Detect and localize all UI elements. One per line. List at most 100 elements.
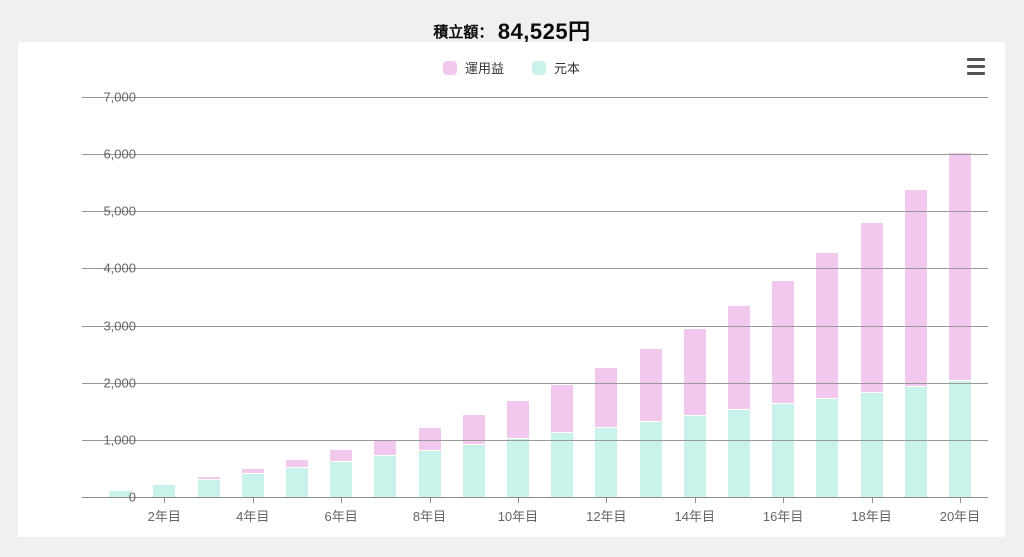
y-axis-label: 2,000 — [103, 375, 136, 391]
x-axis-tick — [341, 497, 343, 503]
bar-segment-gains — [727, 305, 750, 411]
stacked-bar[interactable] — [506, 400, 529, 497]
x-axis-line — [82, 497, 988, 498]
legend-item-gains[interactable]: 運用益 — [442, 58, 504, 77]
stacked-bar[interactable] — [109, 490, 132, 497]
bar-segment-principal — [948, 381, 971, 497]
stacked-bar[interactable] — [241, 468, 264, 497]
stacked-bar[interactable] — [153, 484, 176, 497]
bar-segment-gains — [374, 439, 397, 457]
stacked-bar[interactable] — [285, 460, 308, 497]
gridline — [82, 325, 988, 327]
bar-segment-principal — [683, 415, 706, 497]
hamburger-menu-icon[interactable] — [967, 58, 987, 75]
stacked-bar[interactable] — [418, 428, 441, 497]
y-axis-label: 3,000 — [103, 318, 136, 334]
bar-column: 20年目 — [938, 97, 982, 524]
bar-column: 4年目 — [231, 97, 275, 524]
x-axis-tick — [164, 497, 166, 503]
x-axis-label: 18年目 — [851, 509, 892, 524]
legend-item-principal[interactable]: 元本 — [532, 58, 580, 77]
bar-segment-principal — [595, 427, 618, 497]
bar-segment-principal — [330, 462, 353, 497]
bar-segment-principal — [374, 456, 397, 497]
bar-segment-gains — [197, 477, 220, 480]
stacked-bar[interactable] — [374, 439, 397, 497]
bar-column — [186, 97, 230, 497]
x-axis-label: 6年目 — [324, 509, 358, 524]
gridline — [82, 211, 988, 213]
bar-segment-principal — [197, 479, 220, 497]
bar-segment-gains — [241, 468, 264, 474]
bar-column — [452, 97, 496, 497]
bar-column: 18年目 — [849, 97, 893, 524]
x-axis-tick — [429, 497, 431, 503]
gridline — [82, 268, 988, 270]
bar-column — [275, 97, 319, 497]
bar-segment-gains — [462, 415, 485, 445]
bar-segment-principal — [462, 444, 485, 497]
gridline — [82, 439, 988, 441]
stacked-bar[interactable] — [904, 189, 927, 497]
x-axis-label: 2年目 — [147, 509, 181, 524]
stacked-bar[interactable] — [551, 385, 574, 497]
stacked-bar[interactable] — [948, 153, 971, 497]
gridline — [82, 154, 988, 156]
x-axis-label: 4年目 — [236, 509, 270, 524]
bar-column: 12年目 — [584, 97, 628, 524]
stacked-bar[interactable] — [772, 280, 795, 497]
bar-column — [363, 97, 407, 497]
bar-segment-gains — [153, 484, 176, 486]
y-axis-label: 0 — [128, 489, 136, 505]
stacked-bar[interactable] — [639, 349, 662, 497]
bar-column — [717, 97, 761, 497]
bar-segment-principal — [285, 468, 308, 497]
x-axis-label: 8年目 — [412, 509, 447, 524]
stacked-bar[interactable] — [860, 222, 883, 497]
gains-color-swatch — [442, 60, 457, 75]
legend-label-principal: 元本 — [554, 61, 581, 76]
stacked-bar[interactable] — [683, 328, 706, 497]
bar-column — [894, 97, 938, 497]
x-axis-tick — [783, 497, 785, 503]
bar-segment-gains — [639, 349, 662, 422]
chart-legend: 運用益 元本 — [18, 58, 1005, 77]
title-value: 84,525円 — [497, 19, 591, 44]
x-axis-label: 12年目 — [586, 509, 627, 524]
y-axis-label: 5,000 — [103, 203, 136, 219]
gridline — [82, 382, 988, 384]
gridline — [82, 97, 988, 98]
bar-segment-gains — [506, 400, 529, 440]
bar-segment-gains — [683, 328, 706, 416]
stacked-bar[interactable] — [462, 415, 485, 497]
bar-segment-principal — [816, 398, 839, 497]
x-axis-tick — [606, 497, 608, 503]
bar-segment-gains — [904, 189, 927, 387]
bar-segment-principal — [727, 410, 750, 497]
bar-segment-principal — [860, 392, 883, 497]
stacked-bar[interactable] — [330, 450, 353, 497]
stacked-bar[interactable] — [197, 477, 220, 497]
principal-color-swatch — [532, 60, 546, 75]
bar-column: 16年目 — [761, 97, 805, 524]
bar-column: 8年目 — [407, 97, 451, 524]
y-axis-label: 1,000 — [103, 432, 136, 448]
x-axis-tick — [252, 497, 254, 503]
stacked-bar[interactable] — [816, 253, 839, 497]
bar-column: 10年目 — [496, 97, 540, 524]
bar-segment-principal — [639, 421, 662, 497]
y-axis-label: 4,000 — [103, 260, 136, 276]
stacked-bar[interactable] — [595, 368, 618, 497]
bar-segment-gains — [595, 368, 618, 428]
bar-segment-principal — [109, 491, 132, 497]
title-label: 積立額： — [433, 24, 494, 41]
bar-series: 2年目 4年目 6年目 8年目 10年目 12年目 14年目 16年目 18年目 20年目 — [98, 97, 982, 524]
bar-column — [540, 97, 584, 497]
x-axis-tick — [959, 497, 961, 503]
bar-segment-gains — [772, 280, 795, 405]
bar-segment-gains — [285, 460, 308, 468]
x-axis-label: 14年目 — [674, 509, 715, 524]
bar-segment-principal — [506, 439, 529, 497]
x-axis-label: 10年目 — [497, 509, 539, 524]
stacked-bar[interactable] — [727, 305, 750, 497]
